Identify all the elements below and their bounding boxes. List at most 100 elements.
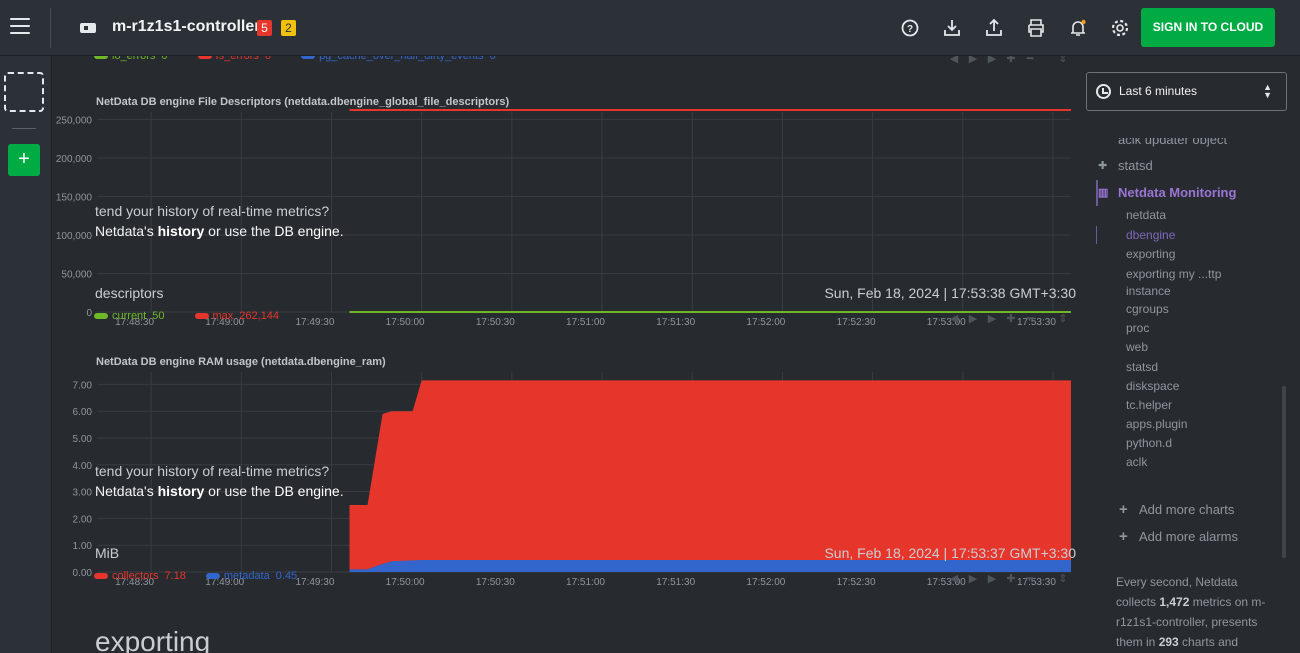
zoom-in-icon[interactable]: ✚ [1006, 56, 1016, 65]
x-tick-label: 17:48:30 [115, 317, 154, 328]
menu-section-aclk[interactable]: ✚ aclk updater object [1118, 132, 1228, 147]
db-engine-link[interactable]: DB engine [274, 223, 340, 239]
menu-section-label: Netdata Monitoring [1118, 185, 1237, 200]
node-name[interactable]: m-r1z1s1-controller [112, 18, 261, 35]
download-icon[interactable] [941, 17, 963, 39]
chart-units: MiB [95, 545, 120, 561]
legend-value: 0 [161, 56, 168, 62]
chart-datetime: Sun, Feb 18, 2024 | 17:53:37 GMT+3:30 [824, 545, 1076, 561]
menu-subitem-dbengine[interactable]: dbengine [1126, 228, 1176, 242]
hamburger-menu-icon[interactable] [10, 18, 30, 34]
legend-item-pg-cache[interactable]: pg_cache_over_half_dirty_events 0 [301, 56, 496, 62]
top-legend: io_errors 0 fs_errors 0 pg_cache_over_ha… [94, 56, 526, 62]
warning-alarms-badge[interactable]: 2 [281, 20, 296, 36]
legend-item-current[interactable]: current 50 [94, 310, 165, 322]
menu-subitem-cgroups[interactable]: cgroups [1126, 302, 1169, 316]
gear-icon[interactable] [1109, 17, 1131, 39]
x-tick-label: 17:51:30 [656, 317, 695, 328]
history-clock-icon [1096, 84, 1111, 99]
y-tick-label: 50,000 [61, 269, 92, 280]
pan-left-icon[interactable]: ◀ [949, 56, 959, 65]
history-prompt: tend your history of real-time metrics? … [95, 201, 344, 241]
chart-datetime: Sun, Feb 18, 2024 | 17:53:38 GMT+3:30 [824, 285, 1076, 301]
menu-subitem-python-d[interactable]: python.d [1126, 436, 1173, 450]
legend-value: 0 [264, 56, 272, 62]
add-more-alarms-link[interactable]: + Add more alarms [1119, 528, 1238, 545]
menu-subitem-tc-helper[interactable]: tc.helper [1126, 398, 1173, 412]
menu-subitem-web[interactable]: web [1126, 340, 1149, 354]
zoom-out-icon[interactable]: ━ [1026, 573, 1034, 585]
chart-title: NetData DB engine File Descriptors (netd… [96, 96, 510, 108]
menu-subitem-aclk[interactable]: aclk [1126, 455, 1148, 469]
zoom-out-icon[interactable]: ━ [1026, 56, 1034, 65]
legend-item-io-errors[interactable]: io_errors 0 [94, 56, 168, 62]
pan-right-icon[interactable]: ▶ [987, 56, 997, 65]
zoom-in-icon[interactable]: ✚ [1006, 313, 1016, 325]
chart-units: descriptors [95, 285, 164, 301]
play-icon[interactable]: ▶ [968, 313, 978, 325]
legend-item-max[interactable]: max 262,144 [194, 310, 280, 322]
ram-usage-chart[interactable]: 17:48:30 17:49:00 17:49:30 17:50:00 17:50:30… [52, 366, 1080, 596]
menu-subitem-exporting-instance[interactable]: exporting my ...ttp instance [1126, 267, 1222, 298]
menu-section-netdata-monitoring[interactable]: ▥ Netdata Monitoring [1098, 185, 1237, 200]
menu-subitem-diskspace[interactable]: diskspace [1126, 379, 1180, 393]
zoom-out-icon[interactable]: ━ [1026, 313, 1034, 325]
menu-section-statsd[interactable]: ✚ statsd [1098, 158, 1153, 173]
alarm-bell-icon[interactable] [1067, 17, 1089, 39]
space-placeholder[interactable] [4, 72, 44, 112]
legend-label: collectors [112, 570, 159, 582]
file-descriptors-chart[interactable]: 17:48:30 17:49:00 17:49:30 17:50:00 17:50:30… [52, 106, 1080, 336]
legend-item-fs-errors[interactable]: fs_errors 0 [197, 56, 272, 62]
y-tick-label: 150,000 [56, 192, 93, 203]
add-space-button[interactable]: + [8, 144, 40, 176]
history-prompt-middle: or use the [204, 223, 275, 239]
history-link[interactable]: history [157, 223, 205, 239]
rail-divider [12, 128, 36, 129]
menu-subitem-exporting[interactable]: exporting [1126, 247, 1176, 261]
help-icon[interactable]: ? [899, 17, 921, 39]
critical-alarms-badge[interactable]: 5 [257, 20, 272, 36]
chart-toolbar: ◀ ▶ ▶ ✚ ━ ⇕ [948, 572, 1069, 585]
print-icon[interactable] [1025, 17, 1047, 39]
legend-value: 0 [489, 56, 496, 62]
legend-swatch [94, 573, 108, 579]
time-range-picker[interactable]: Last 6 minutes ▲ ▼ [1086, 72, 1287, 111]
pan-left-icon[interactable]: ◀ [949, 313, 959, 325]
upload-icon[interactable] [983, 17, 1005, 39]
menu-subitem-statsd[interactable]: statsd [1126, 360, 1159, 374]
sidebar-scrollbar[interactable] [1282, 386, 1286, 558]
y-tick-label: 0.00 [73, 568, 93, 579]
pan-left-icon[interactable]: ◀ [949, 573, 959, 585]
chevron-updown-icon: ▲ ▼ [1263, 82, 1272, 100]
history-link[interactable]: history [157, 483, 205, 499]
right-sidebar: Last 6 minutes ▲ ▼ ✚ aclk updater object ✚… [1080, 56, 1300, 653]
y-tick-label: 5.00 [73, 434, 93, 445]
legend-value: 50 [152, 310, 165, 322]
menu-subitem-netdata[interactable]: netdata [1126, 208, 1167, 222]
play-icon[interactable]: ▶ [968, 56, 978, 65]
collection-info-text: Every second, Netdata collects 1,472 met… [1116, 572, 1276, 652]
series-area-metadata [349, 559, 1071, 572]
resize-icon[interactable]: ⇕ [1058, 56, 1068, 65]
chart-toolbar: ◀ ▶ ▶ ✚ ━ ⇕ [948, 56, 1069, 65]
pan-right-icon[interactable]: ▶ [987, 573, 997, 585]
legend-item-metadata[interactable]: metadata 0.45 [205, 570, 297, 582]
menu-section-label: aclk updater object [1118, 132, 1228, 147]
resize-icon[interactable]: ⇕ [1058, 313, 1068, 325]
y-tick-label: 1.00 [73, 541, 93, 552]
zoom-in-icon[interactable]: ✚ [1006, 573, 1016, 585]
x-tick-label: 17:51:00 [566, 577, 605, 588]
sign-in-to-cloud-button[interactable]: SIGN IN TO CLOUD [1141, 8, 1275, 47]
add-more-charts-link[interactable]: + Add more charts [1119, 501, 1234, 518]
play-icon[interactable]: ▶ [968, 573, 978, 585]
menu-subitem-apps-plugin[interactable]: apps.plugin [1126, 417, 1188, 431]
menu-subitem-proc[interactable]: proc [1126, 321, 1150, 335]
resize-icon[interactable]: ⇕ [1058, 573, 1068, 585]
db-engine-link[interactable]: DB engine [274, 483, 340, 499]
pan-right-icon[interactable]: ▶ [987, 313, 997, 325]
topbar-divider [50, 8, 51, 48]
charts-count: 293 [1158, 635, 1179, 649]
y-tick-label: 250,000 [56, 115, 93, 126]
legend-item-collectors[interactable]: collectors 7.18 [94, 570, 186, 582]
legend-value: 262,144 [239, 310, 280, 322]
